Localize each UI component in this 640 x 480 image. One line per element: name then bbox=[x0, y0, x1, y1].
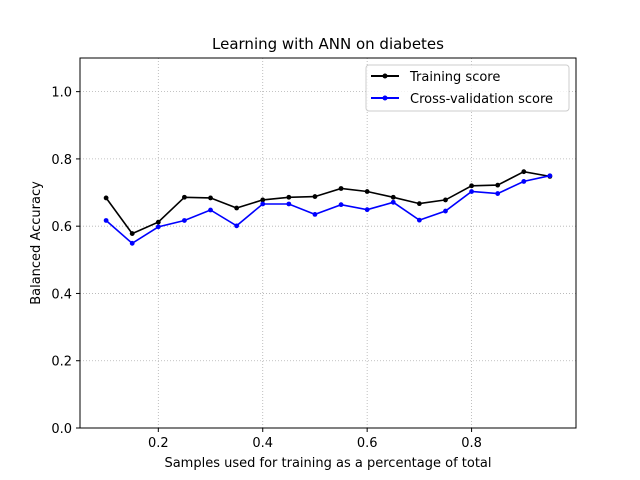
legend-label-training: Training score bbox=[409, 70, 500, 85]
legend-label-cross-validation: Cross-validation score bbox=[410, 92, 553, 107]
plot-area-frame bbox=[79, 57, 577, 429]
series-cross-validation bbox=[103, 173, 553, 246]
data-point-cross-validation bbox=[364, 207, 370, 213]
series-line-training bbox=[105, 170, 551, 235]
legend: Training score Cross-validation score bbox=[365, 64, 570, 112]
x-tick-label: 0.8 bbox=[461, 436, 482, 451]
data-point-training bbox=[338, 186, 344, 191]
data-point-cross-validation bbox=[129, 240, 135, 246]
series-training bbox=[103, 169, 553, 236]
data-point-cross-validation bbox=[260, 201, 266, 207]
y-axis-label: Balanced Accuracy bbox=[29, 181, 44, 305]
y-tick-label: 0.4 bbox=[51, 287, 72, 302]
data-point-training bbox=[495, 182, 501, 188]
data-point-training bbox=[260, 197, 266, 203]
data-point-cross-validation bbox=[495, 191, 501, 196]
x-tick-label: 0.6 bbox=[357, 436, 378, 451]
series-line-cross-validation bbox=[105, 174, 551, 245]
data-point-training bbox=[129, 231, 135, 236]
data-point-training bbox=[234, 205, 240, 211]
data-point-training bbox=[155, 219, 161, 225]
data-point-training bbox=[103, 195, 109, 201]
data-point-training bbox=[390, 194, 396, 200]
x-axis-label: Samples used for training as a percentag… bbox=[164, 456, 491, 471]
series-layer bbox=[103, 169, 553, 246]
y-tick-label: 1.0 bbox=[51, 86, 72, 101]
data-point-cross-validation bbox=[312, 212, 318, 217]
data-point-training bbox=[443, 197, 448, 203]
y-axis-ticks: 0.0 0.2 0.4 0.6 0.8 1.0 bbox=[51, 86, 80, 437]
data-point-training bbox=[521, 169, 527, 175]
data-point-cross-validation bbox=[547, 173, 553, 179]
x-axis-ticks: 0.2 0.4 0.6 0.8 bbox=[148, 428, 482, 451]
x-tick-label: 0.2 bbox=[148, 436, 169, 451]
y-tick-label: 0.6 bbox=[51, 220, 72, 235]
data-point-training bbox=[182, 194, 187, 200]
data-point-cross-validation bbox=[208, 207, 213, 213]
legend-marker-cross-validation bbox=[382, 95, 388, 101]
data-point-training bbox=[469, 183, 474, 189]
data-point-cross-validation bbox=[469, 189, 474, 194]
data-point-cross-validation bbox=[390, 199, 396, 205]
y-tick-label: 0.0 bbox=[51, 422, 72, 437]
data-point-cross-validation bbox=[103, 218, 109, 223]
data-point-training bbox=[208, 195, 213, 201]
chart-title: Learning with ANN on diabetes bbox=[212, 35, 444, 53]
y-tick-label: 0.8 bbox=[51, 153, 72, 168]
data-point-training bbox=[286, 194, 292, 200]
y-tick-label: 0.2 bbox=[51, 355, 72, 370]
legend-box bbox=[365, 64, 570, 112]
legend-marker-training bbox=[382, 73, 388, 79]
data-point-cross-validation bbox=[234, 223, 240, 229]
data-point-cross-validation bbox=[182, 218, 187, 223]
data-point-training bbox=[312, 194, 318, 199]
data-point-cross-validation bbox=[416, 217, 422, 223]
data-point-cross-validation bbox=[443, 208, 448, 214]
data-point-training bbox=[364, 189, 370, 194]
x-tick-label: 0.4 bbox=[252, 436, 273, 451]
data-point-cross-validation bbox=[521, 179, 527, 184]
data-point-cross-validation bbox=[286, 201, 292, 207]
data-point-cross-validation bbox=[155, 224, 161, 230]
data-point-cross-validation bbox=[338, 202, 344, 208]
data-point-training bbox=[416, 201, 422, 207]
